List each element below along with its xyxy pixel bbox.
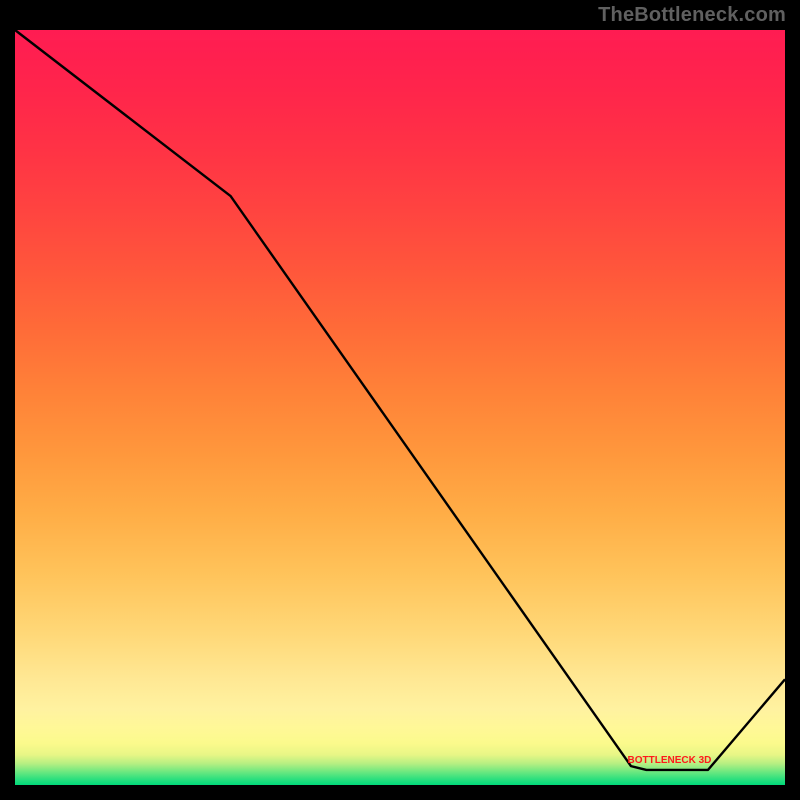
watermark-label: TheBottleneck.com [598, 4, 786, 27]
chart-container: TheBottleneck.com BOTTLENECK 3D [0, 0, 800, 800]
gradient-plot-area [15, 30, 785, 785]
bottleneck-chart [0, 0, 800, 800]
bottleneck-marker-label: BOTTLENECK 3D [628, 755, 712, 766]
